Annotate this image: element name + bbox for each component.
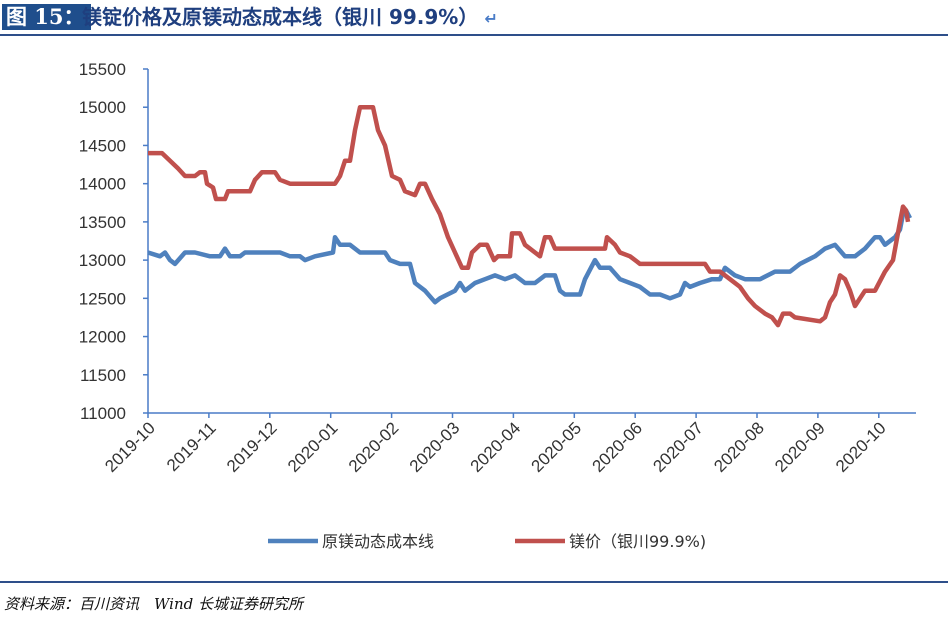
x-tick-label: 2020-08	[710, 418, 768, 476]
series-lines	[147, 104, 912, 328]
legend: 原镁动态成本线 镁价（银川99.9%)	[268, 532, 706, 551]
y-tick-label: 14000	[79, 175, 126, 194]
legend-label: 镁价（银川99.9%)	[569, 532, 706, 551]
y-tick-label: 13000	[79, 251, 126, 270]
legend-label: 原镁动态成本线	[322, 532, 434, 551]
x-tick-label: 2020-01	[284, 418, 342, 476]
line-chart: 11000 11500 12000 12500 13000 13500 14000 14500…	[79, 60, 916, 551]
return-icon: ↵	[484, 9, 498, 28]
y-tick-label: 15500	[79, 60, 126, 79]
series-line-1	[148, 104, 911, 328]
y-tick-label: 14500	[79, 136, 126, 155]
source-note: 资料来源：百川资讯 Wind 长城证券研究所	[4, 595, 303, 613]
y-tick-label: 13500	[79, 213, 126, 232]
y-tick-label: 15000	[79, 98, 126, 117]
footer-rule	[0, 581, 948, 583]
chart-title: 镁锭价格及原镁动态成本线（银川 99.9%） ↵	[82, 4, 498, 32]
x-tick-label: 2020-05	[528, 418, 586, 476]
x-tick-label: 2020-10	[832, 418, 890, 476]
x-tick-label: 2019-12	[223, 418, 281, 476]
y-tick-label: 11000	[80, 404, 126, 423]
x-tick-label: 2020-02	[345, 418, 403, 476]
y-tick-label: 12500	[79, 289, 126, 308]
y-tick-label: 11500	[80, 366, 126, 385]
figure-header: 图 15： 镁锭价格及原镁动态成本线（银川 99.9%） ↵	[0, 0, 948, 36]
x-tick-label: 2020-07	[649, 418, 707, 476]
x-tick-label: 2020-09	[771, 418, 829, 476]
figure-label: 图 15：	[2, 4, 91, 30]
x-axis: 2019-10 2019-11 2019-12 2020-01 2020-02 2020-…	[101, 412, 916, 476]
x-tick-label: 2020-06	[588, 418, 646, 476]
x-tick-label: 2020-03	[406, 418, 464, 476]
y-tick-label: 12000	[79, 328, 126, 347]
series-line-0	[147, 208, 912, 305]
x-tick-label: 2019-11	[163, 418, 220, 475]
chart-title-text: 镁锭价格及原镁动态成本线（银川 99.9%）	[82, 5, 479, 29]
y-axis: 11000 11500 12000 12500 13000 13500 14000 14500…	[79, 60, 149, 423]
x-tick-label: 2020-04	[467, 418, 525, 476]
x-tick-label: 2019-10	[101, 418, 159, 476]
